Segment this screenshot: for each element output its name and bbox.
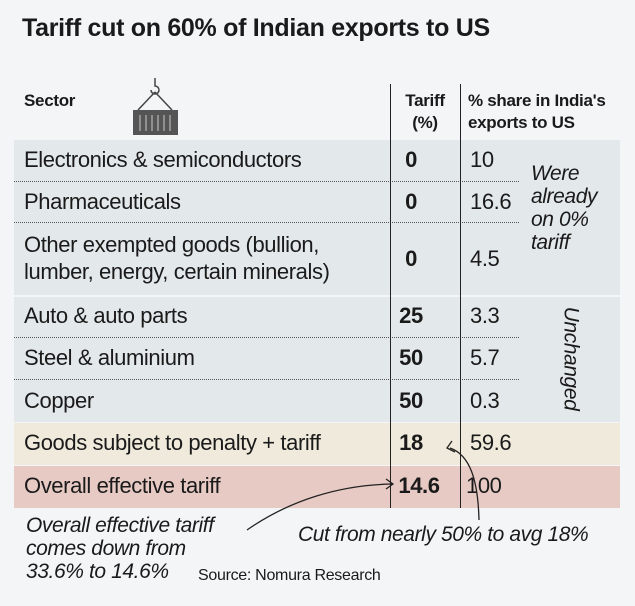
column-divider xyxy=(390,84,391,508)
share-cell: 5.7 xyxy=(470,345,500,370)
column-divider xyxy=(460,84,461,508)
sector-cell-line1: Other exempted goods (bullion, xyxy=(24,232,319,257)
zero-tariff-group-bg xyxy=(14,140,620,295)
share-cell: 59.6 xyxy=(470,430,512,455)
sector-cell-line2: lumber, energy, certain minerals) xyxy=(24,259,330,284)
sector-cell: Pharmaceuticals xyxy=(24,189,181,214)
penalty-row-bg xyxy=(14,423,620,465)
note-line: already xyxy=(531,185,598,208)
sector-cell: Steel & aluminium xyxy=(24,345,195,370)
sector-cell: Auto & auto parts xyxy=(24,303,188,328)
sector-cell: Copper xyxy=(24,388,94,413)
shipping-container-icon xyxy=(133,78,178,135)
header-share-line2: exports to US xyxy=(468,113,575,132)
note-line: tariff xyxy=(531,231,570,254)
header-tariff-line1: Tariff xyxy=(405,91,445,110)
cut-note: Cut from nearly 50% to avg 18% xyxy=(298,523,589,546)
header-tariff: Tariff (%) xyxy=(392,90,458,134)
note-line: Overall effective tariff xyxy=(26,514,214,537)
chart-title: Tariff cut on 60% of Indian exports to U… xyxy=(22,14,490,42)
unchanged-group-bg xyxy=(14,297,620,422)
overall-note: Overall effective tariff comes down from… xyxy=(26,514,214,583)
share-cell: 100 xyxy=(466,473,502,498)
tariff-cell: 50 xyxy=(399,388,423,413)
share-cell: 0.3 xyxy=(470,388,500,413)
header-share-line1: % share in India's xyxy=(468,91,606,110)
sector-cell: Goods subject to penalty + tariff xyxy=(24,430,321,455)
row-divider xyxy=(14,222,519,223)
tariff-cell: 0 xyxy=(405,246,417,271)
note-line: on 0% xyxy=(531,208,589,231)
note-line: comes down from xyxy=(26,537,186,560)
share-cell: 10 xyxy=(470,147,494,172)
share-cell: 3.3 xyxy=(470,303,500,328)
header-sector: Sector xyxy=(24,91,76,110)
row-divider xyxy=(14,379,519,380)
tariff-cell: 14.6 xyxy=(398,473,440,498)
row-divider xyxy=(14,181,519,182)
share-cell: 4.5 xyxy=(470,246,500,271)
tariff-cell: 25 xyxy=(399,303,423,328)
note-line: 33.6% to 14.6% xyxy=(26,560,169,583)
note-line: Were xyxy=(531,162,580,185)
tariff-cell: 0 xyxy=(405,189,417,214)
tariff-cell: 50 xyxy=(399,345,423,370)
sector-cell: Overall effective tariff xyxy=(24,473,221,498)
tariff-cell: 0 xyxy=(405,147,417,172)
share-cell: 16.6 xyxy=(470,189,512,214)
already-zero-note: Were already on 0% tariff xyxy=(531,162,597,254)
source-note: Source: Nomura Research xyxy=(198,567,381,584)
row-divider xyxy=(14,337,519,338)
sector-cell: Electronics & semiconductors xyxy=(24,147,302,172)
tariff-cell: 18 xyxy=(399,430,423,455)
header-share: % share in India's exports to US xyxy=(468,90,606,134)
unchanged-note: Unchanged xyxy=(559,306,583,411)
header-tariff-line2: (%) xyxy=(412,113,438,132)
